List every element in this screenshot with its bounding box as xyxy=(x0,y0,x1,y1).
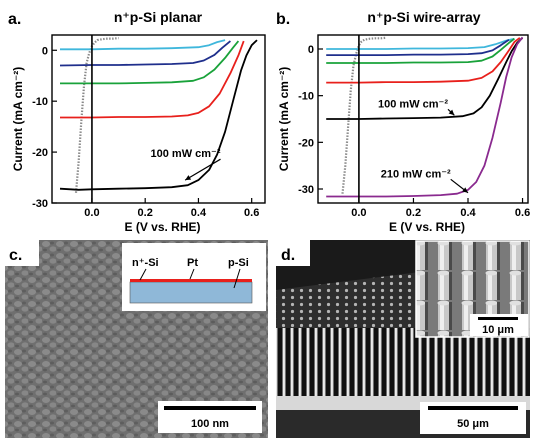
pointer-p-si xyxy=(233,268,241,289)
y-tick-label-a: -20 xyxy=(32,147,48,159)
chart-title-a: n⁺p-Si planar xyxy=(114,9,203,25)
intensity-annotation-b: 100 mW cm⁻² xyxy=(378,98,448,110)
panel-letter-box-c xyxy=(5,240,39,266)
y-axis-label-a: Current (mA cm⁻²) xyxy=(11,67,25,172)
x-tick-label-b: 0.6 xyxy=(515,207,530,219)
x-tick-label-a: 0.6 xyxy=(244,207,259,219)
y-tick-label-b: -30 xyxy=(298,184,314,196)
intensity-annotation-b: 210 mW cm⁻² xyxy=(381,168,451,180)
series-line-b-lightblue xyxy=(326,37,515,50)
series-line-b-gray xyxy=(341,36,387,194)
y-tick-label-b: 0 xyxy=(308,44,314,56)
x-tick-label-a: 0.0 xyxy=(84,207,99,219)
series-line-a-green xyxy=(60,40,240,85)
series-line-a-gray xyxy=(74,37,119,193)
panel-letter-b: b. xyxy=(276,11,290,28)
y-tick-label-b: -10 xyxy=(298,91,314,103)
label-p-si: p-Si xyxy=(228,257,249,269)
x-tick-label-b: 0.2 xyxy=(406,207,421,219)
panel-letter-c: c. xyxy=(9,247,22,264)
y-tick-label-a: 0 xyxy=(42,45,48,57)
micrograph-panel-d: d. 10 μm 50 μm xyxy=(276,240,530,438)
panel-letter-box-d xyxy=(276,240,310,266)
y-axis-label-b: Current (mA cm⁻²) xyxy=(277,67,291,172)
series-line-a-lightblue xyxy=(60,39,226,51)
plot-frame-b xyxy=(317,34,529,204)
schematic-substrate xyxy=(129,281,253,304)
series-line-a-navy xyxy=(59,40,231,67)
inset-scalebar-label: 10 μm xyxy=(482,324,514,336)
inset-scalebar xyxy=(478,317,518,320)
scalebar-c xyxy=(164,406,256,410)
intensity-annotation-a: 100 mW cm⁻² xyxy=(151,148,221,160)
scalebar-d xyxy=(428,406,518,410)
series-line-b-red xyxy=(326,37,521,84)
plot-frame-a xyxy=(51,34,266,204)
pointer-pt xyxy=(189,268,195,280)
series-line-b-purple xyxy=(326,36,524,198)
y-tick-label-b: -20 xyxy=(298,137,314,149)
annotation-arrowhead-a xyxy=(185,175,192,181)
chart-title-b: n⁺p-Si wire-array xyxy=(367,9,480,25)
scalebar-label-c: 100 nm xyxy=(191,418,229,430)
annotation-arrowhead-b xyxy=(462,187,468,193)
series-line-b-navy xyxy=(326,38,510,56)
x-axis-label-b: E (V vs. RHE) xyxy=(389,220,465,234)
schematic-pt-layer xyxy=(130,279,252,282)
chart-panel-b: b. n⁺p-Si wire-array 0.0 0.2 0.4 0.6 0 -10 -20 -3… xyxy=(276,9,530,234)
series-line-a-black xyxy=(59,39,258,191)
series-line-b-black xyxy=(326,37,524,120)
scalebar-label-d: 50 μm xyxy=(457,418,489,430)
micrograph-panel-c: c. n⁺-Si Pt p-Si 100 nm xyxy=(5,240,268,438)
annotation-arrow-a xyxy=(184,158,221,181)
x-tick-label-a: 0.2 xyxy=(138,207,153,219)
y-tick-label-a: -10 xyxy=(32,96,48,108)
pointer-n-si xyxy=(139,268,147,281)
chart-panel-a: a. n⁺p-Si planar 0.0 0.2 0.4 0.6 0 -10 -20 -30 E (… xyxy=(8,9,266,234)
annotation-arrowhead-b xyxy=(448,109,455,116)
panel-letter-d: d. xyxy=(281,247,295,264)
x-tick-label-b: 0.0 xyxy=(351,207,366,219)
y-tick-label-a: -30 xyxy=(32,198,48,210)
series-line-a-red xyxy=(60,40,245,119)
x-tick-label-a: 0.4 xyxy=(191,207,207,219)
panel-letter-a: a. xyxy=(8,11,21,28)
label-pt: Pt xyxy=(187,257,198,269)
x-tick-label-b: 0.4 xyxy=(460,207,476,219)
label-n-si: n⁺-Si xyxy=(132,257,159,269)
series-line-b-green xyxy=(326,37,515,64)
x-axis-label-a: E (V vs. RHE) xyxy=(124,220,200,234)
wire-side-view xyxy=(276,328,530,396)
